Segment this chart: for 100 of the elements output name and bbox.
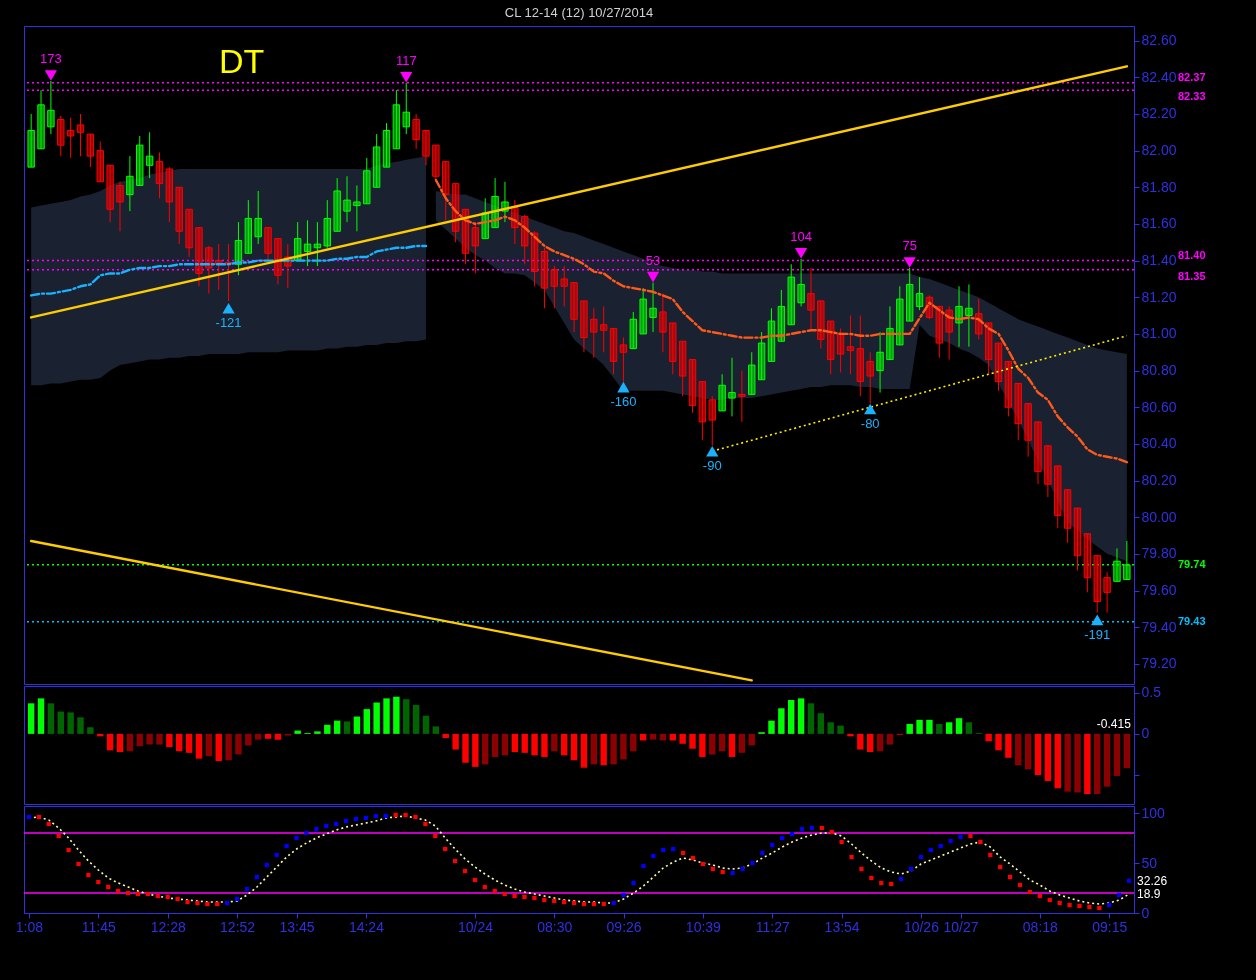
bar — [1123, 733, 1131, 769]
candlestick — [698, 381, 707, 441]
bar — [176, 733, 183, 752]
candlestick — [570, 282, 578, 333]
bar — [926, 719, 933, 734]
candlestick — [1083, 533, 1092, 593]
ref-line-label: 79.43 — [1178, 614, 1206, 627]
bar — [807, 703, 815, 734]
candlestick — [678, 340, 687, 397]
bar — [916, 719, 923, 734]
bar — [1054, 733, 1061, 789]
bar — [166, 733, 173, 748]
y-tick-label: 80.80 — [1141, 362, 1177, 379]
bar — [837, 725, 844, 734]
bar — [570, 733, 578, 761]
bar — [205, 733, 213, 757]
point — [903, 257, 916, 268]
bar — [728, 733, 736, 757]
y-tick-label: 79.40 — [1141, 618, 1177, 635]
candlestick — [126, 155, 134, 212]
y-tick-label: 50 — [1141, 854, 1158, 871]
x-tick-label: 10/27 — [943, 918, 979, 935]
bar — [333, 720, 341, 734]
bar — [1113, 733, 1121, 776]
candlestick — [629, 311, 637, 350]
bar — [1015, 733, 1022, 766]
bar — [1074, 733, 1081, 793]
bar — [679, 733, 686, 744]
bar — [699, 733, 706, 757]
x-tick-label: 12:52 — [220, 918, 256, 935]
candlestick — [787, 263, 795, 326]
annotation: -121 — [215, 315, 242, 331]
bar — [225, 733, 232, 761]
candlestick — [639, 287, 647, 335]
y-tick-label: 80.40 — [1141, 435, 1177, 452]
bar — [827, 722, 834, 734]
y-tick-label: 79.20 — [1141, 655, 1177, 672]
bar — [501, 733, 509, 756]
bar — [1064, 733, 1071, 792]
bar — [965, 722, 973, 734]
bar — [126, 733, 134, 752]
candlestick — [57, 115, 65, 157]
candlestick — [333, 177, 341, 232]
candlestick — [402, 82, 410, 135]
candlestick — [1014, 382, 1022, 441]
bar — [778, 708, 785, 734]
candlestick — [412, 113, 420, 150]
candlestick — [807, 267, 815, 331]
bar — [866, 733, 874, 753]
bar — [649, 733, 657, 740]
candlestick — [1034, 421, 1042, 485]
x-tick-label: 11:45 — [81, 918, 117, 935]
y-tick-label: 80.20 — [1141, 472, 1177, 489]
x-tick-label: 10/24 — [457, 918, 494, 935]
point — [646, 271, 660, 283]
bar — [768, 720, 775, 734]
data-label: 18.9 — [1137, 887, 1161, 902]
bar — [106, 733, 114, 751]
point — [794, 247, 808, 259]
y-tick-label: 0 — [1141, 904, 1150, 921]
bar — [936, 723, 943, 734]
candlestick — [76, 113, 85, 157]
candlestick — [471, 221, 480, 274]
candlestick — [155, 151, 164, 199]
candlestick — [708, 395, 716, 447]
candlestick — [540, 247, 549, 309]
y-tick-label: 80.00 — [1141, 508, 1177, 525]
y-tick-label: 81.60 — [1141, 215, 1177, 232]
candlestick — [550, 265, 559, 309]
bar — [580, 733, 588, 768]
point — [222, 302, 235, 314]
bar — [817, 713, 825, 734]
bar — [857, 733, 864, 750]
bar — [195, 733, 203, 759]
bar — [136, 733, 143, 747]
annotation: -160 — [610, 394, 637, 410]
candlestick — [195, 227, 203, 287]
y-tick-label: 82.60 — [1141, 32, 1177, 49]
candlestick — [915, 276, 924, 311]
bar — [452, 733, 459, 750]
bar — [432, 726, 440, 734]
candlestick — [945, 305, 953, 361]
candlestick — [866, 351, 874, 405]
candlestick — [669, 322, 677, 375]
bar — [363, 709, 370, 734]
y-tick-label: 100 — [1141, 804, 1166, 821]
candlestick — [47, 80, 55, 135]
y-tick-label: 81.20 — [1141, 288, 1177, 305]
bar — [215, 733, 222, 762]
candlestick — [876, 331, 884, 394]
candlestick — [96, 140, 104, 183]
bar — [551, 733, 558, 752]
candlestick — [254, 190, 262, 245]
y-tick-label: 81.40 — [1141, 252, 1177, 269]
bar — [422, 715, 430, 734]
point — [706, 445, 719, 457]
bar — [1034, 733, 1042, 776]
bar — [353, 716, 361, 734]
bar — [995, 733, 1002, 751]
candlestick — [323, 199, 331, 249]
